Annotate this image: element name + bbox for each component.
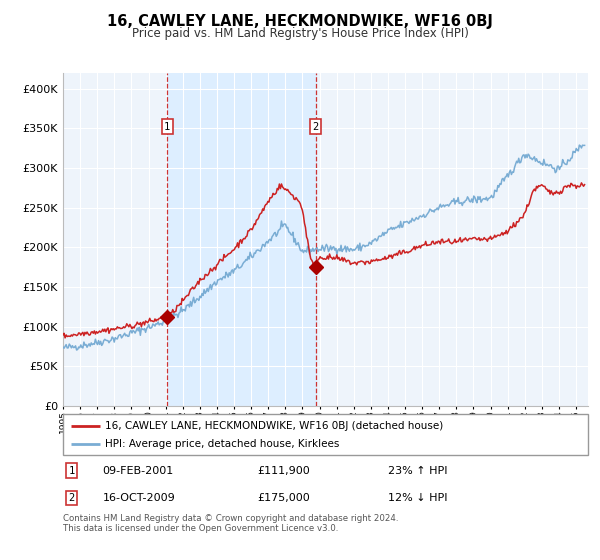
Text: Price paid vs. HM Land Registry's House Price Index (HPI): Price paid vs. HM Land Registry's House … (131, 27, 469, 40)
Bar (167, 73, 316, 406)
Text: 1: 1 (164, 122, 170, 132)
Text: HPI: Average price, detached house, Kirklees: HPI: Average price, detached house, Kirk… (105, 439, 340, 449)
Text: 1: 1 (68, 466, 74, 475)
Text: 16, CAWLEY LANE, HECKMONDWIKE, WF16 0BJ (detached house): 16, CAWLEY LANE, HECKMONDWIKE, WF16 0BJ … (105, 421, 443, 431)
Text: Contains HM Land Registry data © Crown copyright and database right 2024.
This d: Contains HM Land Registry data © Crown c… (63, 514, 398, 534)
FancyBboxPatch shape (63, 414, 588, 455)
Text: 23% ↑ HPI: 23% ↑ HPI (389, 466, 448, 475)
Text: 09-FEB-2001: 09-FEB-2001 (103, 466, 173, 475)
Text: 2: 2 (313, 122, 319, 132)
Text: £111,900: £111,900 (257, 466, 310, 475)
Text: 16, CAWLEY LANE, HECKMONDWIKE, WF16 0BJ: 16, CAWLEY LANE, HECKMONDWIKE, WF16 0BJ (107, 14, 493, 29)
Text: 2: 2 (68, 493, 74, 503)
Text: £175,000: £175,000 (257, 493, 310, 503)
Text: 16-OCT-2009: 16-OCT-2009 (103, 493, 175, 503)
Text: 12% ↓ HPI: 12% ↓ HPI (389, 493, 448, 503)
